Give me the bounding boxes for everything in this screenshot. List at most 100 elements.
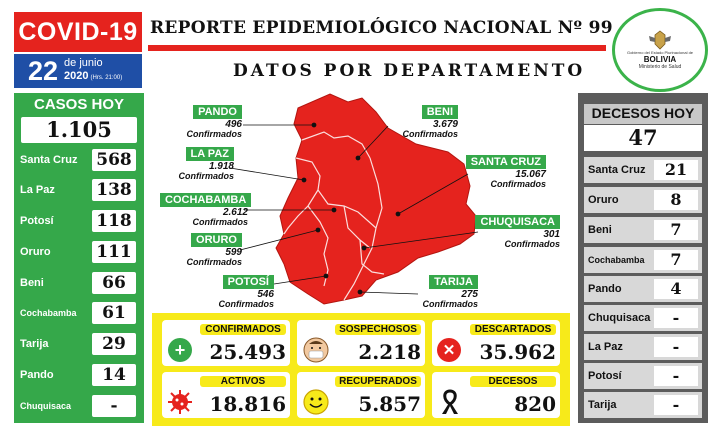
deaths-row-label: La Paz (588, 341, 623, 353)
deaths-row-value: 8 (654, 190, 698, 210)
stat-discarded-label: DESCARTADOS (470, 324, 556, 335)
cases-row-value: 61 (92, 302, 136, 324)
map-label-tarija-name: TARIJA (429, 275, 478, 289)
date-box: 22 de junio 2020 (Hrs. 21:00) (14, 54, 142, 88)
map-label-santa-cruz-name: SANTA CRUZ (465, 155, 546, 169)
map-label-chuquisaca: CHUQUISACA 301 Confirmados (472, 212, 560, 249)
map-label-oruro-value: 599 (225, 247, 242, 258)
deaths-row-potosi: Potosí - (584, 363, 702, 389)
map-label-cochabamba-confirmed: Confirmados (192, 217, 248, 227)
virus-icon (168, 390, 192, 414)
stat-discarded-value: 35.962 (479, 340, 556, 364)
cases-row-label: La Paz (20, 184, 55, 196)
cases-row-oruro: Oruro 111 (14, 239, 144, 265)
stat-suspected-label: SOSPECHOSOS (335, 324, 421, 335)
logo-ministry: Ministerio de Salud (638, 64, 682, 70)
smiley-icon (303, 389, 329, 415)
deaths-row-label: Potosí (588, 370, 622, 382)
cases-row-tarija: Tarija 29 (14, 331, 144, 357)
deaths-today-total: 47 (584, 125, 702, 151)
date-day: 22 (28, 55, 59, 86)
covid-badge: COVID-19 (14, 12, 142, 52)
ministry-logo: Gobierno del Estado Plurinacional de BOL… (612, 8, 708, 92)
deaths-row-value: 21 (654, 160, 698, 180)
map-label-oruro-confirmed: Confirmados (186, 257, 242, 267)
date-year: 2020 (64, 70, 89, 82)
logo-country: BOLIVIA (643, 55, 677, 64)
cases-row-value: 111 (92, 241, 136, 263)
deaths-row-label: Beni (588, 224, 612, 236)
cases-row-label: Santa Cruz (20, 154, 78, 166)
deaths-row-label: Chuquisaca (588, 312, 651, 324)
covid-badge-text: COVID-19 (18, 17, 138, 46)
map-label-potosi-value: 546 (257, 289, 274, 300)
map-label-beni: BENI 3.679 Confirmados (388, 102, 458, 139)
cases-row-cochabamba: Cochabamba 61 (14, 300, 144, 326)
stat-suspected-value: 2.218 (358, 340, 421, 364)
cases-today-title: CASOS HOY (33, 96, 124, 113)
map-label-chuquisaca-confirmed: Confirmados (504, 239, 560, 249)
map-label-cochabamba-value: 2.612 (222, 207, 248, 218)
stat-deaths-label: DECESOS (470, 376, 556, 387)
cases-row-label: Cochabamba (20, 308, 77, 318)
cases-row-chuquisaca: Chuquisaca - (14, 393, 144, 419)
deaths-row-value: - (654, 337, 698, 357)
masked-face-icon (303, 337, 329, 363)
deaths-row-value: 7 (654, 250, 698, 270)
plus-icon: + (168, 338, 192, 362)
stat-recovered-label: RECUPERADOS (335, 376, 421, 387)
map-label-la-paz-name: LA PAZ (185, 147, 234, 161)
stat-deaths-value: 820 (514, 392, 556, 416)
map-label-tarija: TARIJA 275 Confirmados (414, 272, 478, 309)
cases-today-total: 1.105 (21, 117, 137, 143)
deaths-row-label: Tarija (588, 399, 617, 411)
deaths-row-beni: Beni 7 (584, 217, 702, 243)
cases-row-value: 118 (92, 210, 136, 232)
cases-row-santa-cruz: Santa Cruz 568 (14, 147, 144, 173)
cases-row-pando: Pando 14 (14, 362, 144, 388)
mourning-ribbon-icon (442, 389, 458, 414)
cases-row-beni: Beni 66 (14, 270, 144, 296)
cases-row-potosi: Potosí 118 (14, 208, 144, 234)
cases-row-label: Potosí (20, 215, 54, 227)
map-label-pando-name: PANDO (193, 105, 242, 119)
cases-row-value: - (92, 395, 136, 417)
stat-recovered-value: 5.857 (358, 392, 421, 416)
deaths-row-pando: Pando 4 (584, 276, 702, 302)
map-label-tarija-confirmed: Confirmados (422, 299, 478, 309)
deaths-row-label: Pando (588, 283, 622, 295)
deaths-row-chuquisaca: Chuquisaca - (584, 305, 702, 331)
coat-of-arms-icon (649, 30, 671, 50)
map-label-la-paz: LA PAZ 1.918 Confirmados (170, 144, 234, 181)
stat-active-label: ACTIVOS (200, 376, 286, 387)
title-rule (148, 45, 606, 51)
map-label-chuquisaca-value: 301 (543, 229, 560, 240)
map-label-pando-confirmed: Confirmados (186, 129, 242, 139)
map-label-cochabamba: COCHABAMBA 2.612 Confirmados (160, 190, 252, 227)
deaths-row-la-paz: La Paz - (584, 334, 702, 360)
cases-row-label: Tarija (20, 338, 49, 350)
cases-row-label: Pando (20, 369, 54, 381)
stat-confirmed-label: CONFIRMADOS (200, 324, 286, 335)
map-label-beni-value: 3.679 (432, 119, 458, 130)
deaths-row-cochabamba: Cochabamba 7 (584, 247, 702, 273)
bolivia-map-shape (275, 93, 477, 305)
map-label-la-paz-confirmed: Confirmados (178, 171, 234, 181)
stat-confirmed-value: 25.493 (209, 340, 286, 364)
deaths-row-tarija: Tarija - (584, 392, 702, 418)
map-label-beni-confirmed: Confirmados (402, 129, 458, 139)
map-label-cochabamba-name: COCHABAMBA (160, 193, 252, 207)
deaths-today-header (584, 104, 702, 124)
map-label-oruro: ORURO 599 Confirmados (176, 230, 242, 267)
cases-row-label: Chuquisaca (20, 401, 72, 411)
map-label-beni-name: BENI (421, 105, 458, 119)
cases-row-label: Oruro (20, 246, 51, 258)
cases-row-value: 29 (92, 333, 136, 355)
map-label-santa-cruz-confirmed: Confirmados (490, 179, 546, 189)
date-hours: (Hrs. 21:00) (90, 75, 123, 81)
report-subtitle: DATOS POR DEPARTAMENTO (233, 61, 586, 81)
map-label-potosi-name: POTOSÍ (222, 275, 274, 289)
logo-line1: Gobierno del Estado Plurinacional de (626, 50, 694, 55)
deaths-row-value: - (654, 395, 698, 415)
map-label-potosi-confirmed: Confirmados (218, 299, 274, 309)
